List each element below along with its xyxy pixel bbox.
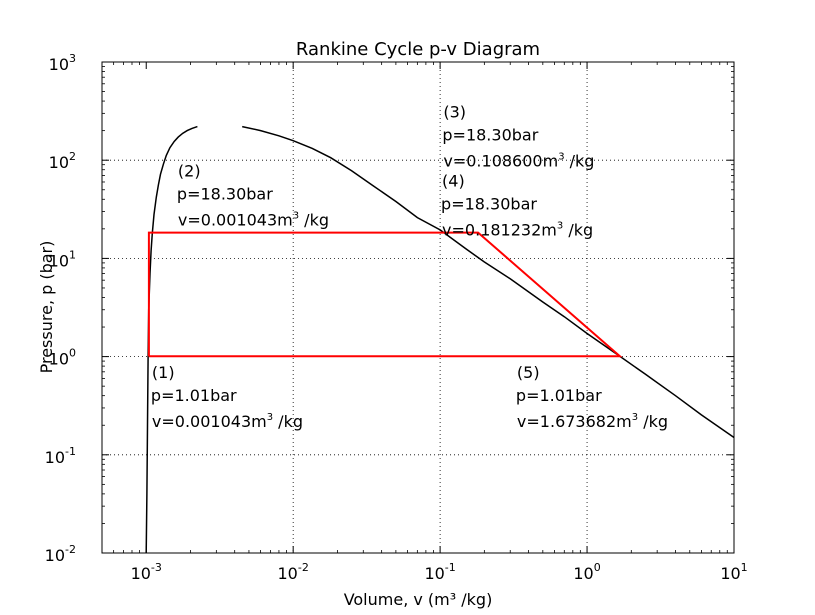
y-tick-label: 101 xyxy=(49,248,76,270)
grid-lines xyxy=(102,62,735,553)
y-tick-label: 10-2 xyxy=(45,543,76,565)
x-tick-label: 10-2 xyxy=(278,561,309,583)
point-pressure: p=18.30bar xyxy=(177,185,273,204)
x-tick-label: 10-3 xyxy=(131,561,162,583)
cycle-line xyxy=(147,231,623,358)
point-annotation: (1) p=1.01bar v=0.001043m3 /kg xyxy=(151,363,303,431)
point-annotation: (2) p=18.30bar v=0.001043m3 /kg xyxy=(177,162,329,230)
y-tick-label: 10-1 xyxy=(45,445,76,467)
plot-area xyxy=(145,125,735,554)
point-number: (3) xyxy=(443,103,466,122)
point-volume: v=0.181232m3 /kg xyxy=(442,221,593,240)
point-number: (4) xyxy=(442,172,465,191)
point-number: (5) xyxy=(517,363,540,382)
point-annotations: (1) p=1.01bar v=0.001043m3 /kg (2) p=18.30ba… xyxy=(151,103,668,432)
y-axis-ticks: 10-2 10-1 100 101 102 103 xyxy=(45,52,734,565)
y-axis-label: Pressure, p (bar) xyxy=(37,241,56,374)
point-volume: v=1.673682m3 /kg xyxy=(517,412,668,431)
y-tick-label: 102 xyxy=(49,150,76,172)
x-axis-label: Volume, v (m³ /kg) xyxy=(344,590,493,609)
saturation-curve-line xyxy=(242,125,735,439)
point-pressure: p=18.30bar xyxy=(441,195,537,214)
point-volume: v=0.001043m3 /kg xyxy=(152,412,303,431)
x-tick-label: 10-1 xyxy=(424,561,455,583)
point-volume: v=0.108600m3 /kg xyxy=(443,152,594,171)
point-number: (1) xyxy=(152,363,175,382)
point-volume: v=0.001043m3 /kg xyxy=(178,211,329,230)
point-pressure: p=18.30bar xyxy=(442,126,538,145)
point-number: (2) xyxy=(178,162,201,181)
x-tick-label: 101 xyxy=(720,561,747,583)
chart-title: Rankine Cycle p-v Diagram xyxy=(296,39,540,60)
plot-frame xyxy=(101,61,735,554)
y-tick-label: 100 xyxy=(49,347,76,369)
point-annotation: (5) p=1.01bar v=1.673682m3 /kg xyxy=(516,363,668,431)
x-axis-ticks: 10-3 10-2 10-1 100 101 xyxy=(101,62,748,583)
point-pressure: p=1.01bar xyxy=(516,386,602,405)
point-pressure: p=1.01bar xyxy=(151,386,237,405)
point-annotation: (3) p=18.30bar v=0.108600m3 /kg xyxy=(442,103,594,171)
point-annotation: (4) p=18.30bar v=0.181232m3 /kg xyxy=(441,172,593,240)
x-tick-label: 100 xyxy=(573,561,600,583)
y-tick-label: 103 xyxy=(49,52,76,74)
